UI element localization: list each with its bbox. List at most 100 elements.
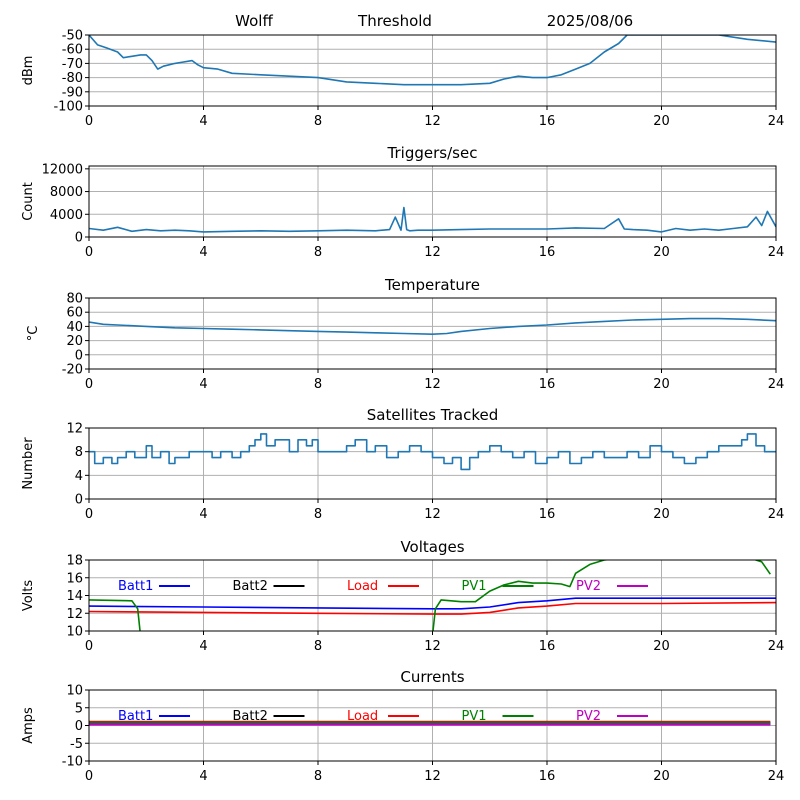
y-axis-label: °C	[26, 326, 41, 342]
y-axis-label: Volts	[21, 580, 36, 612]
legend-label-batt1: Batt1	[118, 709, 153, 724]
x-tick-label: 24	[768, 639, 785, 654]
y-tick-label: 10	[66, 684, 83, 699]
header-date: 2025/08/06	[547, 12, 633, 30]
legend-label-pv2: PV2	[576, 709, 601, 724]
y-tick-label: -5	[70, 737, 83, 752]
x-tick-label: 24	[768, 769, 785, 784]
x-tick-label: 8	[314, 114, 322, 129]
y-tick-label: 10	[66, 625, 83, 640]
x-tick-label: 4	[199, 114, 207, 129]
x-tick-label: 16	[539, 769, 556, 784]
y-tick-label: -60	[62, 43, 83, 58]
x-tick-label: 12	[424, 114, 441, 129]
y-tick-label: 12	[66, 607, 83, 622]
panel-title: Temperature	[384, 276, 480, 294]
y-tick-label: 4000	[50, 208, 83, 223]
y-tick-label: 12	[66, 422, 83, 437]
plot-frame	[88, 559, 777, 632]
x-tick-label: 4	[199, 769, 207, 784]
y-tick-label: 12000	[42, 162, 83, 177]
x-tick-label: 12	[424, 639, 441, 654]
series-group	[89, 720, 771, 726]
y-tick-label: 8	[75, 445, 83, 460]
plot-frame	[88, 297, 777, 370]
plot-frame	[88, 689, 777, 762]
x-tick-label: 20	[653, 769, 670, 784]
x-tick-label: 24	[768, 377, 785, 392]
y-tick-label: 0	[75, 231, 83, 246]
legend-label-load: Load	[347, 709, 378, 724]
x-tick-label: 4	[199, 377, 207, 392]
y-tick-label: 20	[66, 334, 83, 349]
x-tick-label: 16	[539, 377, 556, 392]
y-tick-label: -100	[53, 100, 83, 115]
legend-label-pv1: PV1	[462, 709, 487, 724]
x-tick-label: 4	[199, 245, 207, 260]
x-tick-label: 0	[85, 377, 93, 392]
panel-title: Voltages	[400, 538, 464, 556]
series-line-pv1	[89, 560, 771, 631]
y-axis-label: Number	[21, 437, 36, 490]
x-tick-label: 0	[85, 769, 93, 784]
x-tick-label: 16	[539, 507, 556, 522]
series-group	[89, 35, 776, 86]
y-tick-label: 0	[75, 493, 83, 508]
header-station: Wolff	[235, 12, 273, 30]
panel-2: 0 4 8 12 16 20 24 0 4000 8000 12000 Triggers/sec Cou…	[21, 144, 784, 260]
legend-label-pv1: PV1	[462, 579, 487, 594]
panel-1: 0 4 8 12 16 20 24 -100-90-80-70-60-50 dBm	[21, 29, 784, 130]
x-tick-label: 24	[768, 507, 785, 522]
series-group	[89, 433, 776, 471]
x-tick-label: 20	[653, 507, 670, 522]
x-tick-label: 16	[539, 639, 556, 654]
series-line-load	[89, 601, 776, 615]
y-tick-label: -50	[62, 29, 83, 44]
y-tick-label: 16	[66, 571, 83, 586]
series-line-batt1	[89, 597, 776, 610]
y-tick-label: 18	[66, 554, 83, 569]
series-line-trace	[89, 317, 776, 335]
x-tick-label: 12	[424, 245, 441, 260]
panel-6: 0 4 8 12 16 20 24 -10 -5 0 5 10 Currents Amps Batt1 Bat…	[21, 668, 784, 784]
panel-title: Satellites Tracked	[367, 406, 498, 424]
x-tick-label: 0	[85, 245, 93, 260]
x-tick-label: 20	[653, 377, 670, 392]
y-tick-label: 0	[75, 348, 83, 363]
panel-5: 0 4 8 12 16 20 24 10 12 14 16 18 Voltages Volts Batt1 B…	[21, 538, 784, 654]
plot-frame	[88, 427, 777, 500]
y-tick-label: -90	[62, 85, 83, 100]
y-tick-label: 5	[75, 701, 83, 716]
series-line-trace	[89, 35, 776, 86]
x-tick-label: 20	[653, 639, 670, 654]
x-tick-label: 20	[653, 245, 670, 260]
legend-label-batt2: Batt2	[233, 579, 268, 594]
panel-title: Currents	[400, 668, 464, 686]
y-axis-label: dBm	[21, 56, 36, 86]
x-tick-label: 4	[199, 507, 207, 522]
plot-frame	[88, 165, 777, 238]
series-line-trace	[89, 206, 776, 233]
y-tick-label: 60	[66, 306, 83, 321]
panel-4: 0 4 8 12 16 20 24 0 4 8 12 Satellites Tracked Number	[21, 406, 784, 522]
y-tick-label: 14	[66, 589, 83, 604]
x-tick-label: 0	[85, 639, 93, 654]
x-tick-label: 8	[314, 507, 322, 522]
legend-label-load: Load	[347, 579, 378, 594]
x-tick-label: 8	[314, 769, 322, 784]
plot-frame	[88, 34, 777, 107]
x-tick-label: 24	[768, 114, 785, 129]
x-tick-label: 0	[85, 507, 93, 522]
series-group	[89, 206, 776, 233]
y-tick-label: -20	[62, 363, 83, 378]
y-tick-label: -10	[62, 755, 83, 770]
y-tick-label: 0	[75, 719, 83, 734]
y-tick-label: -80	[62, 71, 83, 86]
x-tick-label: 12	[424, 507, 441, 522]
y-tick-label: -70	[62, 57, 83, 72]
y-axis-label: Count	[21, 182, 36, 221]
series-group	[89, 317, 776, 335]
header-plot-name: Threshold	[357, 12, 432, 30]
legend-label-pv2: PV2	[576, 579, 601, 594]
